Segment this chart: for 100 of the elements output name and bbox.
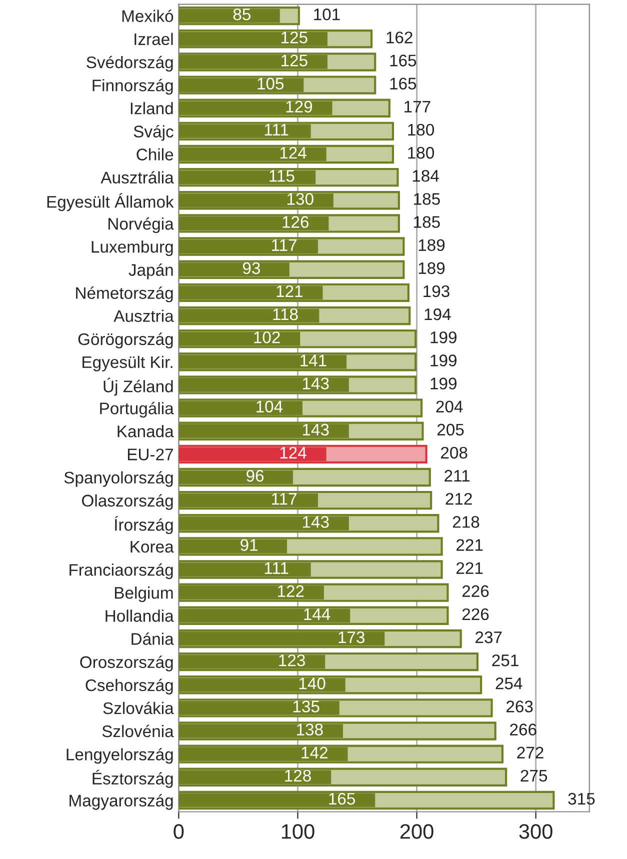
y-tick-label: Szlovákia xyxy=(103,702,174,714)
y-tick-label: Ausztria xyxy=(114,310,174,322)
y-tick-label: Izland xyxy=(130,102,173,114)
data-label: 104 xyxy=(256,400,283,412)
data-label: 130 xyxy=(287,193,314,205)
data-label: 177 xyxy=(404,100,430,112)
y-tick-label: Szlovénia xyxy=(102,724,174,738)
y-tick-label: Japán xyxy=(128,263,173,280)
data-label: 204 xyxy=(436,400,463,412)
y-tick-label: Csehország xyxy=(86,678,173,694)
data-label: 142 xyxy=(302,746,328,758)
data-label: 185 xyxy=(414,193,440,205)
y-tick-label: Kanada xyxy=(118,425,174,438)
y-tick-label: Új Zéland xyxy=(104,378,173,396)
data-label: 180 xyxy=(408,124,434,136)
data-label: 226 xyxy=(462,585,489,598)
y-tick-label: Korea xyxy=(130,541,174,553)
data-label: 194 xyxy=(424,308,451,320)
y-tick-label: Belgium xyxy=(114,586,173,602)
y-tick-label: Hollandia xyxy=(106,610,174,622)
data-label: 101 xyxy=(314,8,340,20)
data-label: 189 xyxy=(418,239,445,252)
y-tick-label: Olaszország xyxy=(82,494,173,510)
data-label: 211 xyxy=(444,470,470,482)
data-label: 162 xyxy=(386,32,412,44)
data-label: 263 xyxy=(506,700,533,712)
data-label: 124 xyxy=(280,146,306,159)
y-tick-label: Egyesült Államok xyxy=(47,193,174,212)
y-tick-label: Észtország xyxy=(92,770,173,788)
data-label: 85 xyxy=(233,8,250,20)
data-label: 180 xyxy=(408,146,434,159)
data-label: 135 xyxy=(293,700,320,712)
data-label: 123 xyxy=(279,654,305,666)
data-label: 111 xyxy=(264,124,288,136)
y-tick-label: Franciaország xyxy=(70,563,173,580)
y-tick-label: Norvégia xyxy=(108,217,174,234)
data-label: 126 xyxy=(282,216,309,228)
data-label: 184 xyxy=(412,170,439,182)
y-tick-label: Spanyolország xyxy=(64,471,173,487)
y-tick-label: Egyesült Kir. xyxy=(82,356,172,372)
data-label: 91 xyxy=(240,539,258,551)
y-tick-label: EU-27 xyxy=(128,448,173,460)
y-tick-label: Oroszország xyxy=(80,656,173,672)
data-label: 105 xyxy=(258,78,284,90)
data-label: 102 xyxy=(254,331,280,344)
x-tick-label: 300 xyxy=(519,824,552,839)
data-label: 205 xyxy=(437,424,464,436)
data-label: 117 xyxy=(272,493,296,505)
data-label: 189 xyxy=(418,262,445,274)
data-label: 125 xyxy=(282,32,308,44)
data-label: 272 xyxy=(517,746,544,758)
x-tick-label: 200 xyxy=(400,824,434,839)
y-tick-label: Mexikó xyxy=(122,10,174,22)
data-label: 121 xyxy=(276,285,303,297)
data-label: 140 xyxy=(299,678,326,690)
data-label: 143 xyxy=(302,516,329,528)
data-label: 315 xyxy=(568,792,595,805)
data-label: 237 xyxy=(476,631,502,644)
y-tick-label: Németország xyxy=(76,286,173,302)
data-label: 96 xyxy=(246,470,264,482)
y-tick-label: Finnország xyxy=(92,78,173,95)
x-tick-label: 0 xyxy=(174,824,184,839)
data-label: 251 xyxy=(492,654,518,666)
data-label: 165 xyxy=(390,54,416,66)
data-label: 185 xyxy=(414,216,440,228)
data-label: 199 xyxy=(430,354,456,366)
y-tick-label: Ausztrália xyxy=(100,171,174,184)
data-label: 199 xyxy=(430,331,456,344)
data-label: 93 xyxy=(242,262,260,274)
data-label: 218 xyxy=(452,516,480,528)
data-label: 266 xyxy=(510,724,536,736)
data-label: 226 xyxy=(462,608,489,620)
y-tick-label: Írország xyxy=(114,516,173,534)
data-label: 128 xyxy=(285,770,311,782)
data-label: 275 xyxy=(520,770,548,782)
data-label: 165 xyxy=(390,78,416,90)
data-label: 129 xyxy=(286,100,312,113)
data-label: 122 xyxy=(278,585,304,597)
data-label: 117 xyxy=(272,239,296,251)
y-tick-label: Görögország xyxy=(78,332,173,348)
data-label: 118 xyxy=(273,308,298,320)
data-label: 143 xyxy=(302,424,329,436)
data-label: 193 xyxy=(424,285,450,298)
data-label: 165 xyxy=(329,792,355,805)
data-label: 254 xyxy=(496,678,522,690)
y-tick-label: Svédország xyxy=(86,56,173,72)
data-label: 143 xyxy=(302,378,329,390)
y-tick-label: Dánia xyxy=(132,632,174,645)
data-label: 173 xyxy=(338,631,364,644)
x-tick-label: 100 xyxy=(282,824,314,839)
y-tick-label: Svájc xyxy=(134,125,174,141)
y-tick-label: Lengyelország xyxy=(66,748,173,764)
data-label: 124 xyxy=(280,446,306,458)
data-label: 221 xyxy=(456,562,483,574)
data-label: 144 xyxy=(304,608,330,620)
y-tick-label: Luxemburg xyxy=(92,240,173,256)
y-tick-label: Portugália xyxy=(100,402,174,418)
data-label: 199 xyxy=(430,378,456,390)
y-tick-label: Magyarország xyxy=(70,794,173,810)
data-label: 221 xyxy=(456,539,483,551)
